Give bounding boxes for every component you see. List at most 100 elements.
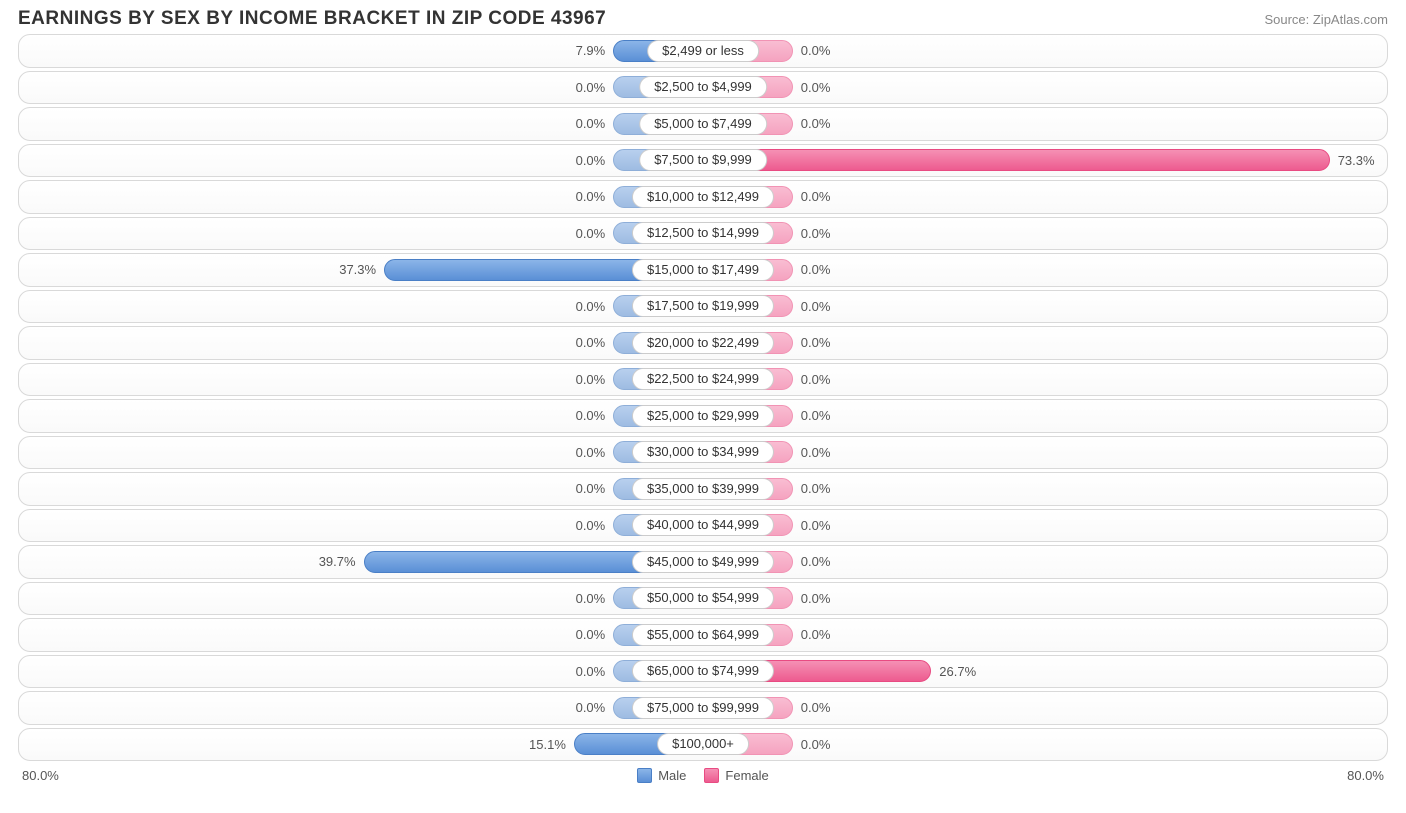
female-pct-label: 0.0% [793,518,839,533]
chart-row: 39.7%0.0%$45,000 to $49,999 [18,545,1388,579]
male-pct-label: 0.0% [568,664,614,679]
male-side: 0.0% [19,181,703,213]
chart-row: 0.0% 0.0% $2,500 to $4,999 [18,71,1388,105]
female-pct-label: 0.0% [793,226,839,241]
male-side: 0.0% [19,108,703,140]
female-side: 0.0% [703,291,1387,323]
legend-swatch-male [637,768,652,783]
female-pct-label: 0.0% [793,481,839,496]
chart-row: 0.0% 0.0% $40,000 to $44,999 [18,509,1388,543]
chart-row: 0.0% 0.0% $50,000 to $54,999 [18,582,1388,616]
male-side: 0.0% [19,291,703,323]
male-pct-label: 0.0% [568,518,614,533]
male-pct-label: 0.0% [568,226,614,241]
category-label: $65,000 to $74,999 [632,660,774,682]
chart-row: 7.9%0.0%$2,499 or less [18,34,1388,68]
legend-label-male: Male [658,768,686,783]
female-side: 26.7% [703,656,1387,688]
category-label: $55,000 to $64,999 [632,624,774,646]
female-pct-label: 0.0% [793,80,839,95]
female-pct-label: 0.0% [793,116,839,131]
category-label: $2,500 to $4,999 [639,76,767,98]
legend-swatch-female [704,768,719,783]
female-side: 0.0% [703,510,1387,542]
axis-right-label: 80.0% [1347,768,1384,783]
category-label: $40,000 to $44,999 [632,514,774,536]
female-side: 0.0% [703,583,1387,615]
male-pct-label: 0.0% [568,335,614,350]
chart-title: EARNINGS BY SEX BY INCOME BRACKET IN ZIP… [18,8,606,30]
female-side: 0.0% [703,546,1387,578]
female-side: 0.0% [703,108,1387,140]
female-pct-label: 0.0% [793,737,839,752]
chart-row: 0.0%0.0%$75,000 to $99,999 [18,691,1388,725]
male-pct-label: 37.3% [331,262,384,277]
male-side: 15.1% [19,729,703,761]
chart-row: 0.0%0.0%$25,000 to $29,999 [18,399,1388,433]
female-side: 0.0% [703,327,1387,359]
female-pct-label: 0.0% [793,408,839,423]
category-label: $15,000 to $17,499 [632,259,774,281]
female-pct-label: 0.0% [793,591,839,606]
female-side: 0.0% [703,72,1387,104]
male-pct-label: 0.0% [568,299,614,314]
male-pct-label: 0.0% [568,445,614,460]
male-pct-label: 0.0% [568,189,614,204]
male-pct-label: 0.0% [568,153,614,168]
legend: Male Female [637,768,769,783]
category-label: $50,000 to $54,999 [632,587,774,609]
chart-row: 0.0%0.0%$10,000 to $12,499 [18,180,1388,214]
male-side: 0.0% [19,400,703,432]
category-label: $10,000 to $12,499 [632,186,774,208]
female-side: 0.0% [703,364,1387,396]
female-pct-label: 0.0% [793,700,839,715]
male-pct-label: 39.7% [311,554,364,569]
male-pct-label: 0.0% [568,591,614,606]
female-side: 0.0% [703,692,1387,724]
male-side: 0.0% [19,656,703,688]
female-bar [703,149,1330,171]
category-label: $17,500 to $19,999 [632,295,774,317]
female-side: 0.0% [703,619,1387,651]
female-pct-label: 0.0% [793,262,839,277]
female-side: 0.0% [703,181,1387,213]
category-label: $100,000+ [657,733,749,755]
male-pct-label: 0.0% [568,627,614,642]
category-label: $35,000 to $39,999 [632,478,774,500]
female-pct-label: 0.0% [793,627,839,642]
category-label: $22,500 to $24,999 [632,368,774,390]
chart-row: 37.3% 0.0% $15,000 to $17,499 [18,253,1388,287]
category-label: $5,000 to $7,499 [639,113,767,135]
male-pct-label: 0.0% [568,372,614,387]
chart-row: 0.0%0.0%$35,000 to $39,999 [18,472,1388,506]
chart-row: 15.1% 0.0% $100,000+ [18,728,1388,762]
chart-area: 7.9%0.0%$2,499 or less 0.0% 0.0% $2,500 to … [0,34,1406,761]
chart-row: 0.0%0.0%$5,000 to $7,499 [18,107,1388,141]
male-side: 0.0% [19,437,703,469]
male-side: 37.3% [19,254,703,286]
female-pct-label: 73.3% [1330,153,1383,168]
male-side: 0.0% [19,145,703,177]
male-side: 0.0% [19,583,703,615]
chart-row: 0.0%0.0%$17,500 to $19,999 [18,290,1388,324]
male-side: 39.7% [19,546,703,578]
male-pct-label: 0.0% [568,80,614,95]
legend-item-female: Female [704,768,768,783]
chart-source: Source: ZipAtlas.com [1264,12,1388,27]
male-side: 0.0% [19,327,703,359]
chart-row: 0.0% 26.7% $65,000 to $74,999 [18,655,1388,689]
female-side: 0.0% [703,35,1387,67]
female-pct-label: 26.7% [931,664,984,679]
chart-row: 0.0% 0.0% $55,000 to $64,999 [18,618,1388,652]
female-side: 73.3% [703,145,1387,177]
female-pct-label: 0.0% [793,554,839,569]
male-side: 0.0% [19,619,703,651]
chart-row: 0.0%0.0%$20,000 to $22,499 [18,326,1388,360]
male-pct-label: 15.1% [521,737,574,752]
male-side: 0.0% [19,692,703,724]
category-label: $30,000 to $34,999 [632,441,774,463]
male-pct-label: 0.0% [568,700,614,715]
male-pct-label: 0.0% [568,408,614,423]
legend-label-female: Female [725,768,768,783]
chart-header: EARNINGS BY SEX BY INCOME BRACKET IN ZIP… [0,0,1406,34]
